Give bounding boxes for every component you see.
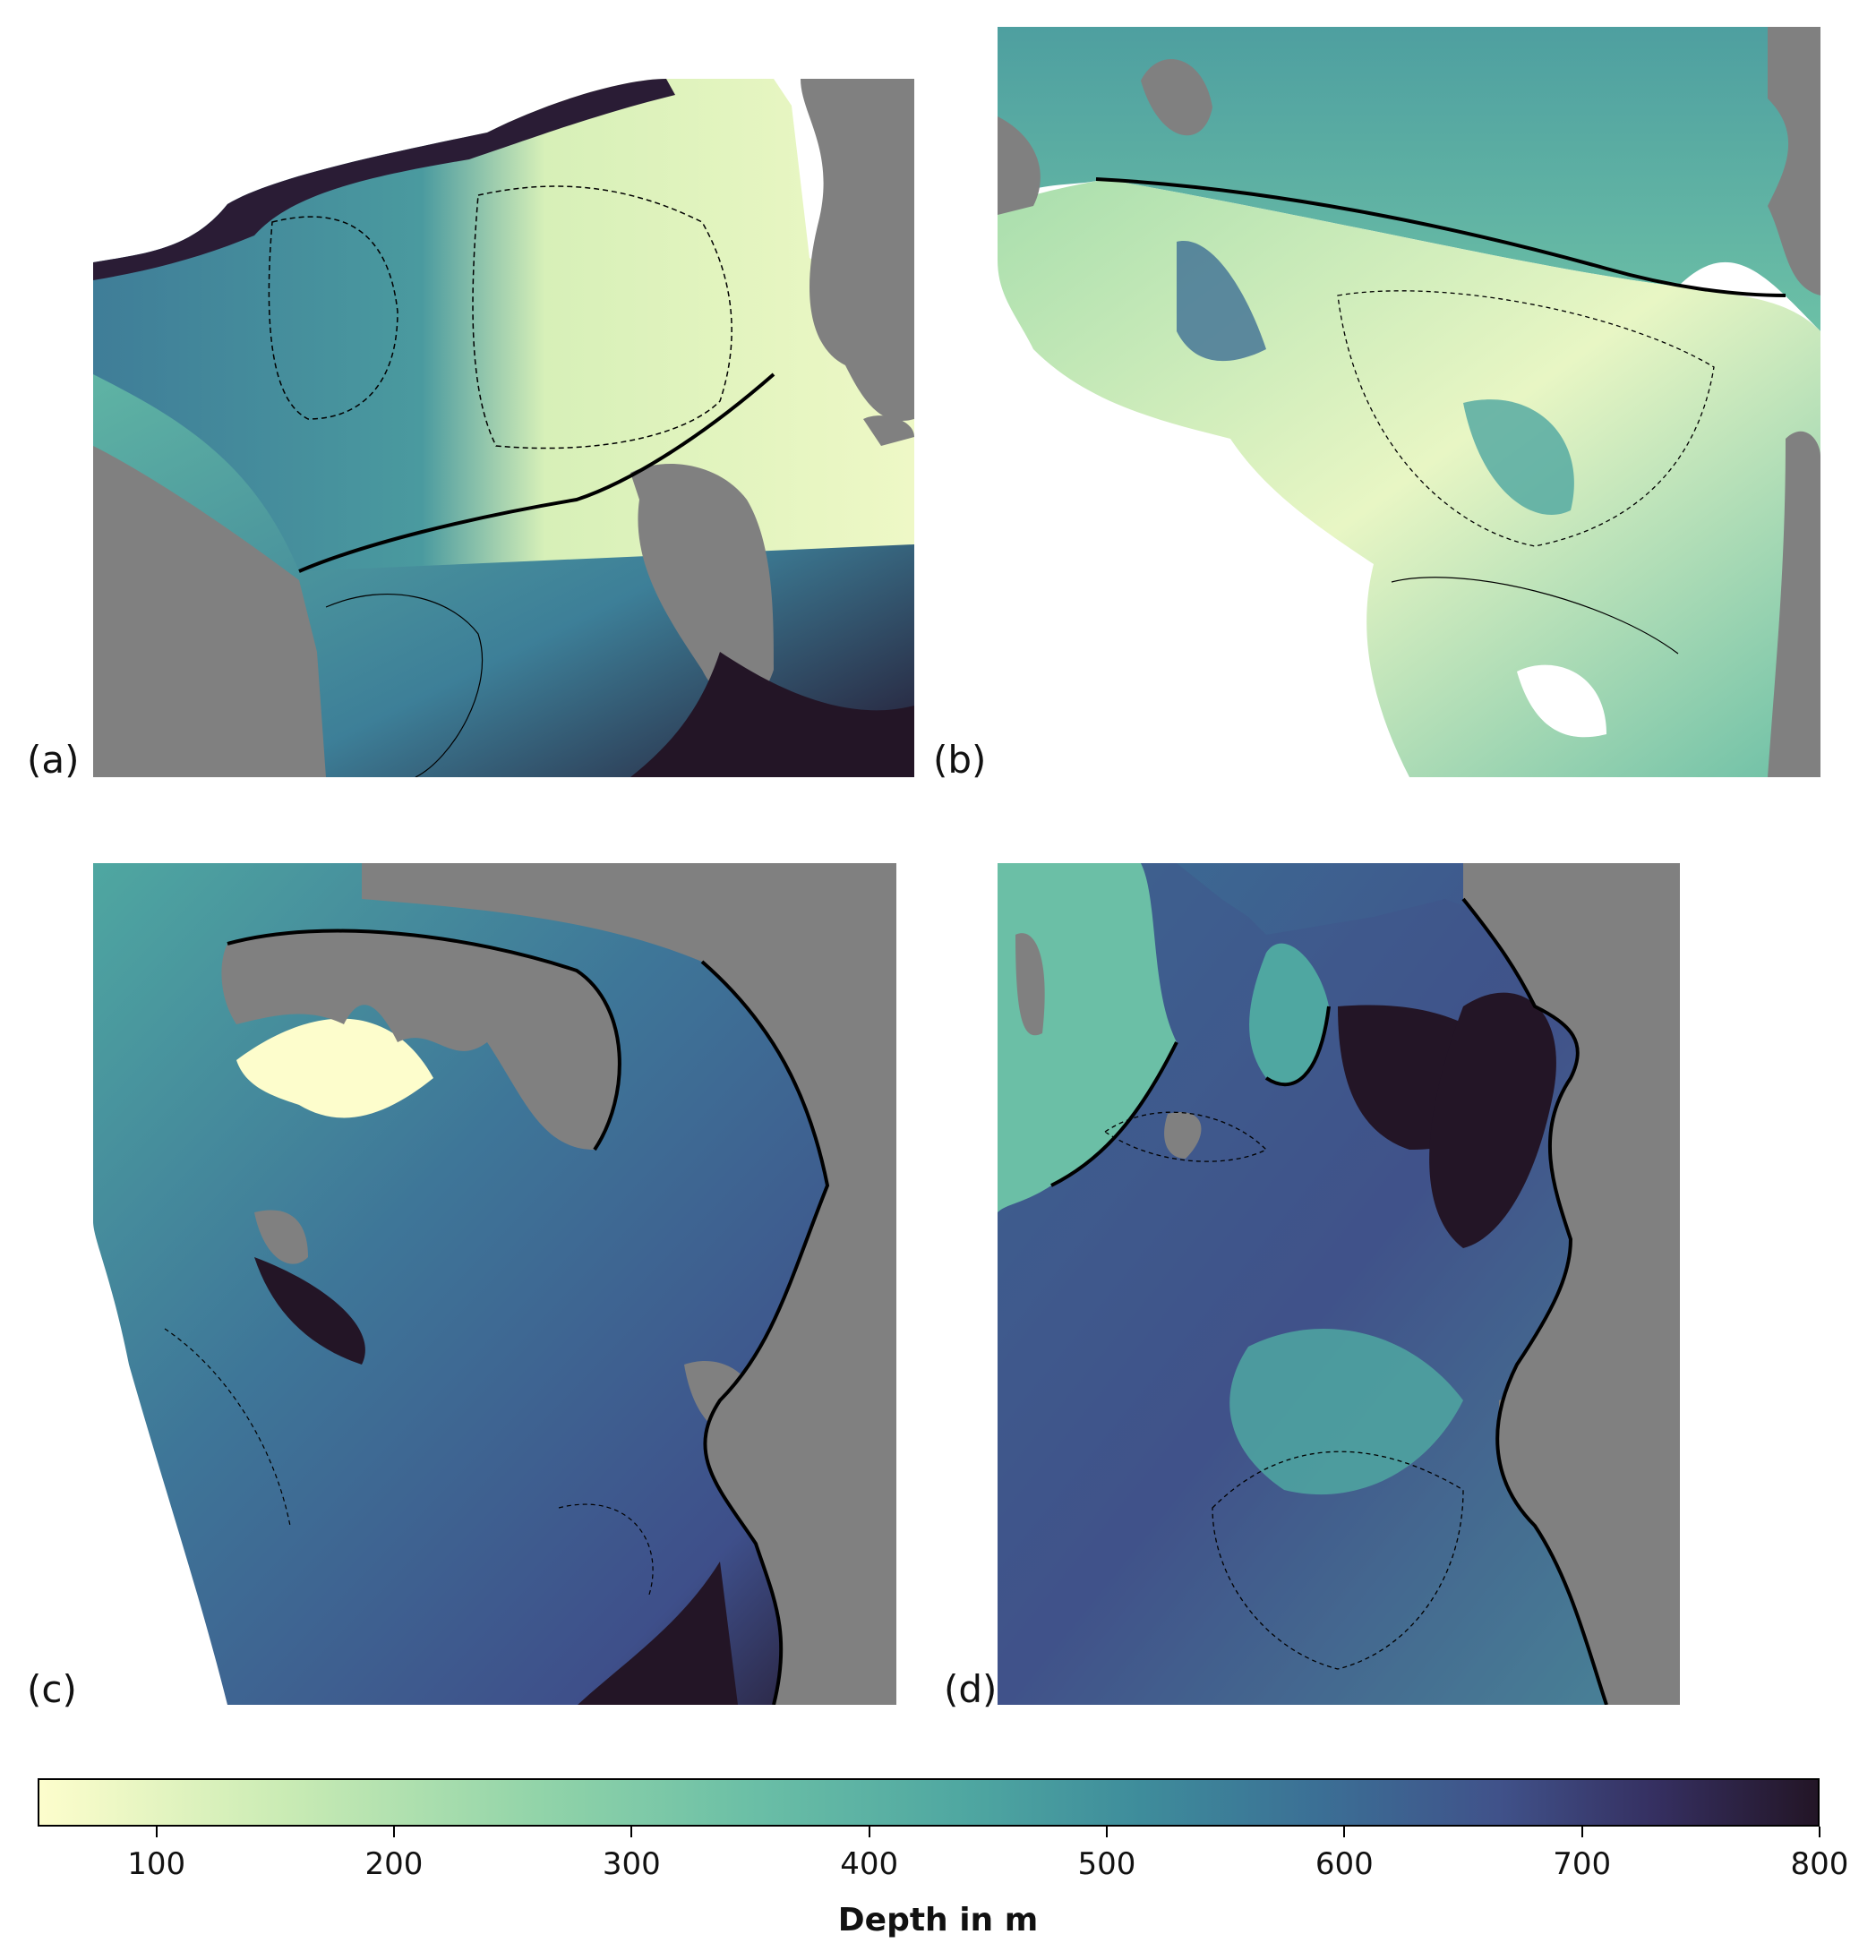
colorbar-tick-mark xyxy=(1819,1827,1820,1837)
colorbar-tick-label: 100 xyxy=(127,1846,186,1882)
colorbar-tick-label: 200 xyxy=(364,1846,424,1882)
colorbar-tick-mark xyxy=(868,1827,870,1837)
colorbar-tick-label: 800 xyxy=(1790,1846,1849,1882)
colorbar-tick-label: 600 xyxy=(1315,1846,1374,1882)
colorbar-tick-label: 300 xyxy=(602,1846,661,1882)
panel-label-b: (b) xyxy=(933,738,987,782)
panel-label-d: (d) xyxy=(944,1667,998,1711)
panel-label-a: (a) xyxy=(27,738,80,782)
bathymetry-map-d xyxy=(998,863,1680,1705)
bathymetry-map-a xyxy=(93,79,914,777)
panel-label-c: (c) xyxy=(27,1667,77,1711)
map-panel-c xyxy=(93,863,896,1705)
colorbar-tick-mark xyxy=(155,1827,158,1837)
depth-colorbar xyxy=(38,1778,1820,1827)
bathymetry-map-b xyxy=(998,27,1820,777)
map-panel-d xyxy=(998,863,1680,1705)
map-panel-b xyxy=(998,27,1820,777)
colorbar-tick-mark xyxy=(1580,1827,1583,1837)
colorbar-title: Depth in m xyxy=(837,1902,1039,1939)
colorbar-tick-mark xyxy=(1106,1827,1108,1837)
bathymetry-map-c xyxy=(93,863,896,1705)
map-panel-a xyxy=(93,79,914,777)
colorbar-tick-mark xyxy=(1343,1827,1346,1837)
colorbar-ticks: 100 200 300 400 500 600 700 800 xyxy=(38,1827,1848,1882)
colorbar-tick-mark xyxy=(630,1827,633,1837)
colorbar-tick-mark xyxy=(393,1827,395,1837)
colorbar-tick-label: 500 xyxy=(1077,1846,1136,1882)
colorbar-tick-label: 700 xyxy=(1553,1846,1612,1882)
colorbar-tick-label: 400 xyxy=(840,1846,899,1882)
